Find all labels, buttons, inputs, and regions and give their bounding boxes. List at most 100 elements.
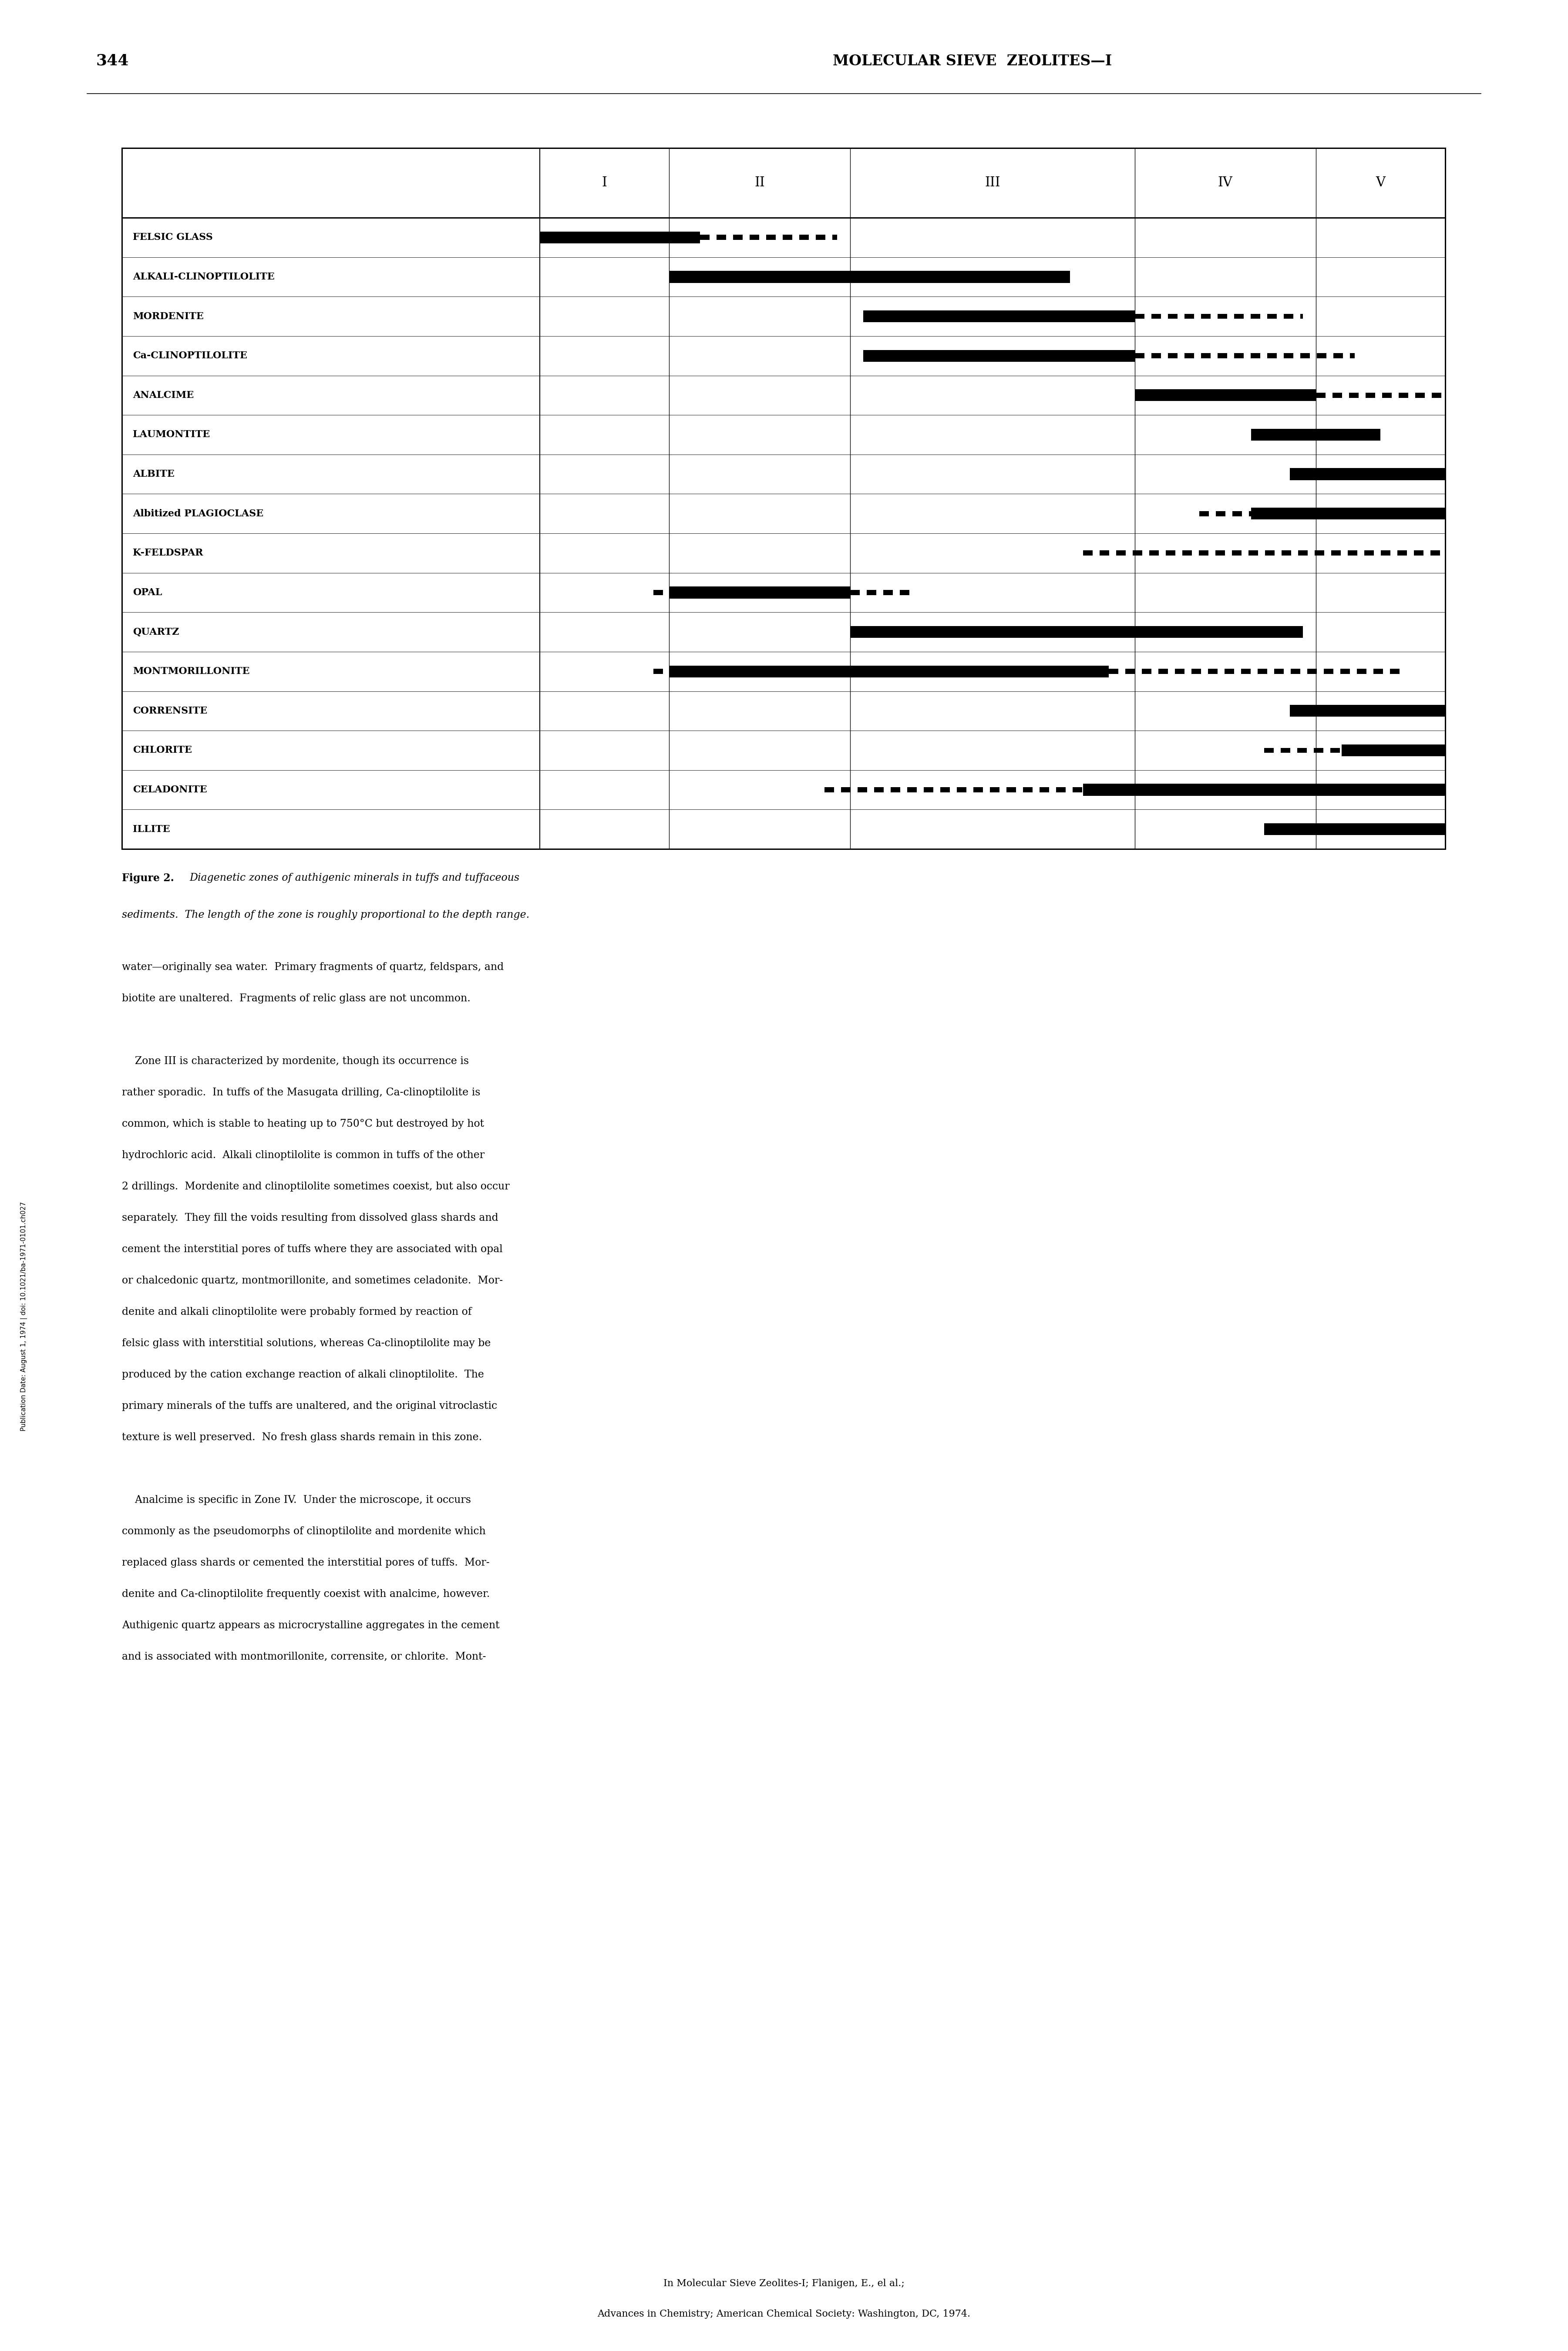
Bar [1300, 353, 1309, 357]
Text: denite and alkali clinoptilolite were probably formed by reaction of: denite and alkali clinoptilolite were pr… [122, 1307, 472, 1317]
Text: Ca-CLINOPTILOLITE: Ca-CLINOPTILOLITE [133, 350, 248, 360]
Bar [1366, 393, 1375, 397]
Bar [1132, 550, 1142, 555]
Bar [1174, 668, 1185, 675]
Text: In Molecular Sieve Zeolites-I; Flanigen, E., el al.;: In Molecular Sieve Zeolites-I; Flanigen,… [663, 2278, 905, 2288]
Bar [1284, 313, 1294, 320]
Bar [654, 590, 663, 595]
Bar [1182, 550, 1192, 555]
Bar [1300, 313, 1303, 320]
Bar [1135, 313, 1145, 320]
Text: rather sporadic.  In tuffs of the Masugata drilling, Ca-clinoptilolite is: rather sporadic. In tuffs of the Masugat… [122, 1089, 480, 1098]
Text: ILLITE: ILLITE [133, 825, 169, 835]
Bar [1298, 550, 1308, 555]
Text: produced by the cation exchange reaction of alkali clinoptilolite.  The: produced by the cation exchange reaction… [122, 1371, 485, 1380]
Text: Authigenic quartz appears as microcrystalline aggregates in the cement: Authigenic quartz appears as microcrysta… [122, 1620, 500, 1632]
Text: primary minerals of the tuffs are unaltered, and the original vitroclastic: primary minerals of the tuffs are unalte… [122, 1401, 497, 1411]
Bar [825, 788, 834, 792]
Bar [1314, 748, 1323, 752]
Bar [782, 235, 792, 240]
Bar [1432, 393, 1441, 397]
Bar [1250, 510, 1251, 517]
Bar [1201, 313, 1210, 320]
Bar [1217, 353, 1228, 357]
Bar [1397, 550, 1406, 555]
Bar [1232, 550, 1242, 555]
Bar [670, 588, 850, 600]
Bar [1215, 550, 1225, 555]
Bar [1381, 550, 1391, 555]
Bar [1083, 550, 1093, 555]
Text: OPAL: OPAL [133, 588, 162, 597]
Bar [1308, 668, 1317, 675]
Bar [1217, 510, 1226, 517]
Bar [1364, 550, 1374, 555]
Text: hydrochloric acid.  Alkali clinoptilolite is common in tuffs of the other: hydrochloric acid. Alkali clinoptilolite… [122, 1150, 485, 1161]
Bar [670, 270, 1069, 282]
Bar [1135, 390, 1316, 402]
Bar [122, 148, 1446, 849]
Bar [1083, 783, 1446, 795]
Bar [1284, 353, 1294, 357]
Text: 2 drillings.  Mordenite and clinoptilolite sometimes coexist, but also occur: 2 drillings. Mordenite and clinoptilolit… [122, 1183, 510, 1192]
Bar [956, 788, 966, 792]
Bar [1414, 550, 1424, 555]
Bar [701, 235, 710, 240]
Bar [1317, 353, 1327, 357]
Text: LAUMONTITE: LAUMONTITE [133, 430, 210, 440]
Bar [850, 590, 859, 595]
Bar [1126, 668, 1135, 675]
Bar [1350, 353, 1355, 357]
Text: cement the interstitial pores of tuffs where they are associated with opal: cement the interstitial pores of tuffs w… [122, 1244, 503, 1255]
Bar [1007, 788, 1016, 792]
Text: Diagenetic zones of authigenic minerals in tuffs and tuffaceous: Diagenetic zones of authigenic minerals … [190, 872, 519, 884]
Text: I: I [602, 176, 607, 190]
Bar [1374, 668, 1383, 675]
Bar [1297, 748, 1306, 752]
Bar [539, 230, 701, 245]
Text: CORRENSITE: CORRENSITE [133, 705, 207, 715]
Text: MORDENITE: MORDENITE [133, 313, 204, 322]
Text: Publication Date: August 1, 1974 | doi: 10.1021/ba-1971-0101.ch027: Publication Date: August 1, 1974 | doi: … [20, 1201, 27, 1432]
Text: separately.  They fill the voids resulting from dissolved glass shards and: separately. They fill the voids resultin… [122, 1213, 499, 1223]
Text: Albitized PLAGIOCLASE: Albitized PLAGIOCLASE [133, 508, 263, 517]
Text: replaced glass shards or cemented the interstitial pores of tuffs.  Mor-: replaced glass shards or cemented the in… [122, 1559, 489, 1568]
Bar [1200, 550, 1209, 555]
Bar [1290, 468, 1446, 480]
Text: biotite are unaltered.  Fragments of relic glass are not uncommon.: biotite are unaltered. Fragments of reli… [122, 994, 470, 1004]
Bar [1258, 668, 1267, 675]
Bar [1430, 550, 1439, 555]
Text: MONTMORILLONITE: MONTMORILLONITE [133, 668, 249, 677]
Bar [924, 788, 933, 792]
Text: texture is well preserved.  No fresh glass shards remain in this zone.: texture is well preserved. No fresh glas… [122, 1432, 481, 1444]
Bar [1209, 668, 1218, 675]
Bar [858, 788, 867, 792]
Text: Figure 2.: Figure 2. [122, 872, 174, 884]
Bar [1356, 668, 1367, 675]
Bar [1341, 668, 1350, 675]
Text: Zone III is characterized by mordenite, though its occurrence is: Zone III is characterized by mordenite, … [122, 1056, 469, 1067]
Bar [1264, 823, 1446, 835]
Bar [1251, 313, 1261, 320]
Bar [1333, 353, 1342, 357]
Bar [800, 235, 809, 240]
Bar [767, 235, 776, 240]
Bar [1323, 668, 1333, 675]
Bar [862, 350, 1135, 362]
Bar [862, 310, 1135, 322]
Bar [1251, 428, 1380, 440]
Bar [1184, 313, 1193, 320]
Bar [1116, 550, 1126, 555]
Bar [1192, 668, 1201, 675]
Bar [974, 788, 983, 792]
Bar [1381, 393, 1392, 397]
Bar [840, 788, 850, 792]
Text: IV: IV [1218, 176, 1232, 190]
Bar [1248, 550, 1258, 555]
Bar [1135, 353, 1145, 357]
Bar [1159, 668, 1168, 675]
Bar [654, 668, 663, 675]
Text: ANALCIME: ANALCIME [133, 390, 194, 400]
Bar [1099, 550, 1109, 555]
Bar [1290, 668, 1300, 675]
